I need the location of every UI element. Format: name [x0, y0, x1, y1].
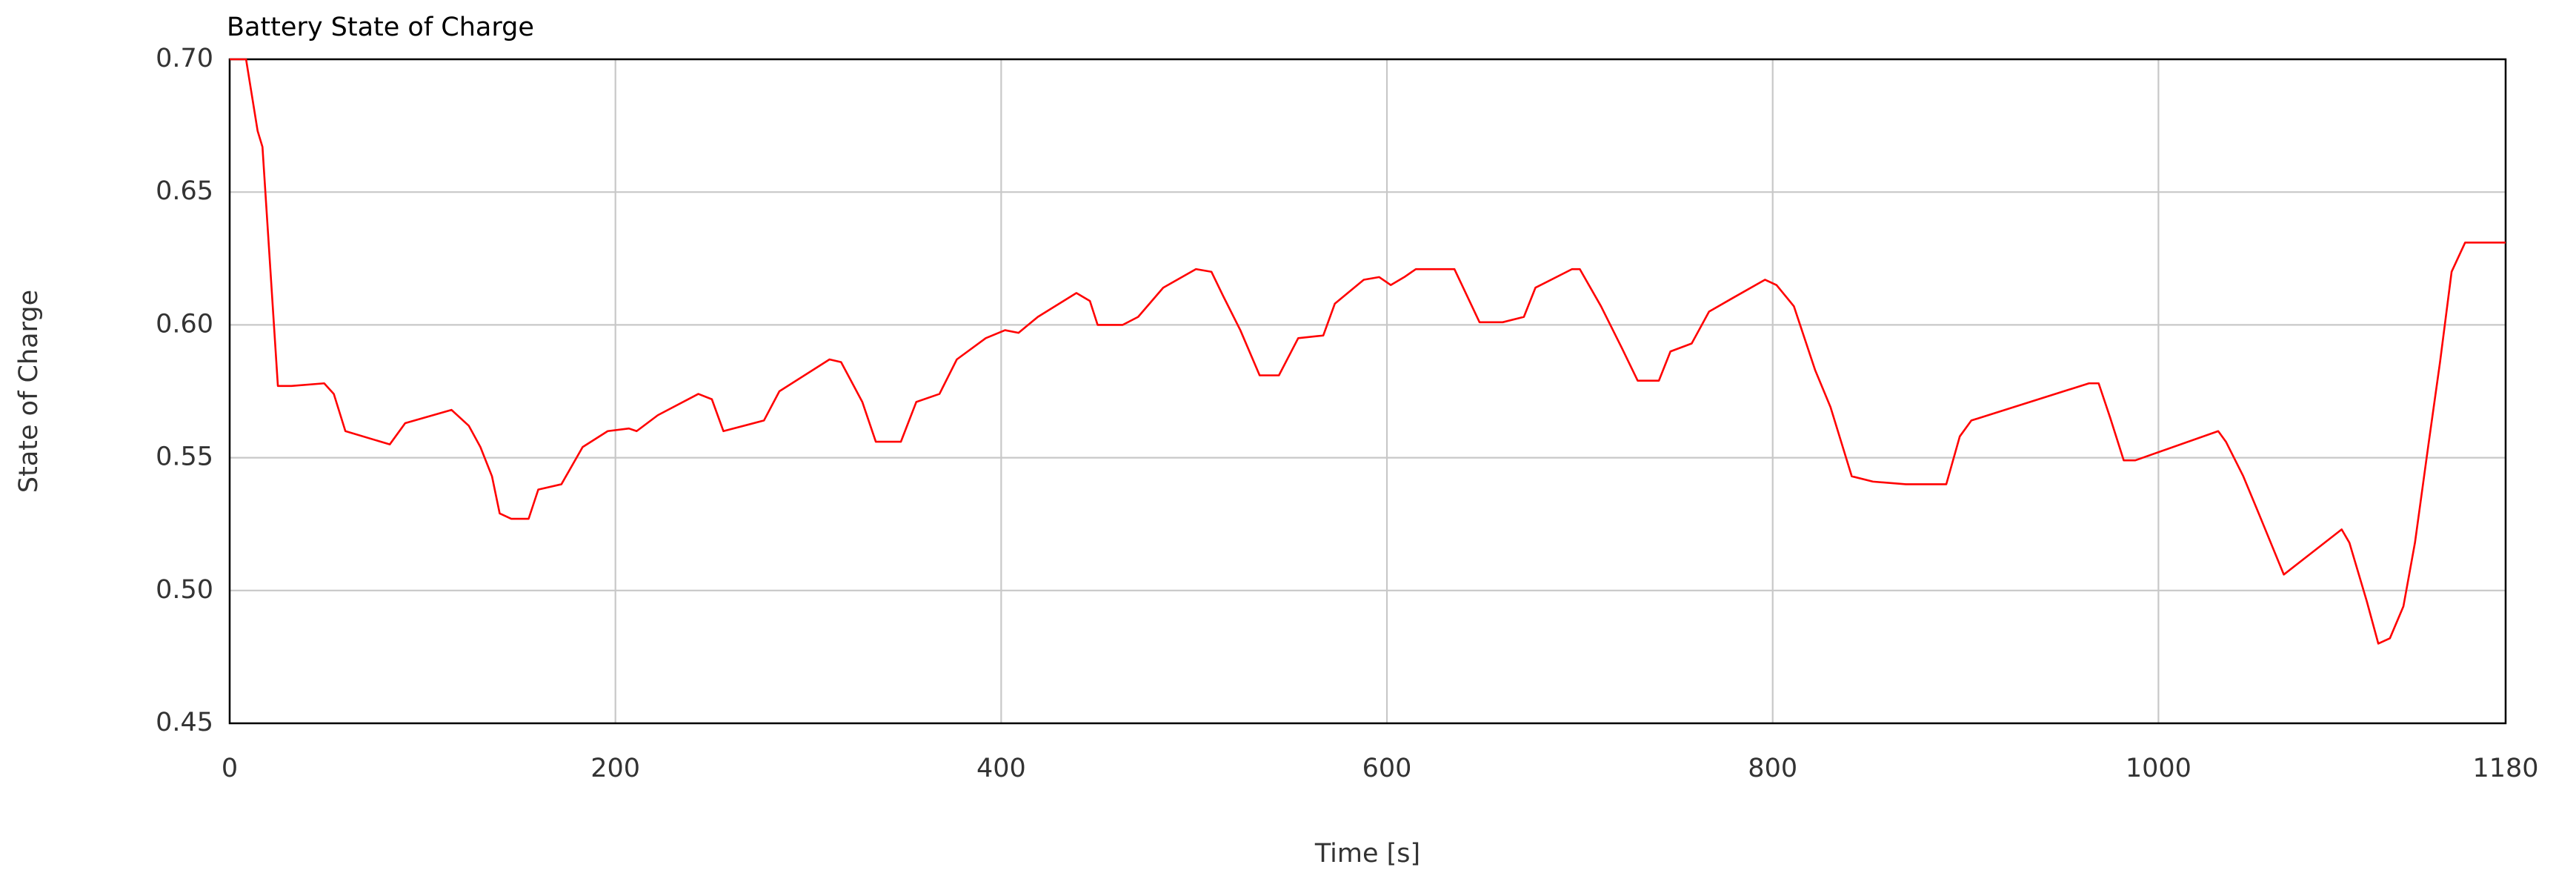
x-tick-label: 200 [590, 754, 640, 783]
y-tick-label: 0.60 [156, 309, 213, 339]
y-axis-title: State of Charge [14, 290, 44, 493]
y-tick-label: 0.55 [156, 442, 213, 472]
x-tick-label: 1000 [2126, 754, 2191, 783]
data-line [230, 58, 2506, 645]
x-tick-label: 800 [1748, 754, 1797, 783]
y-tick-label: 0.45 [156, 708, 213, 737]
y-tick-label: 0.70 [156, 44, 213, 73]
chart-title: Battery State of Charge [227, 13, 534, 42]
x-tick-label: 400 [976, 754, 1026, 783]
y-tick-label: 0.65 [156, 176, 213, 206]
x-axis-title: Time [s] [1314, 839, 1420, 869]
plot-frame [228, 58, 2507, 725]
x-tick-label: 0 [222, 754, 238, 783]
x-tick-label: 600 [1362, 754, 1412, 783]
x-tick-label: 1180 [2472, 754, 2538, 783]
y-tick-label: 0.50 [156, 575, 213, 605]
